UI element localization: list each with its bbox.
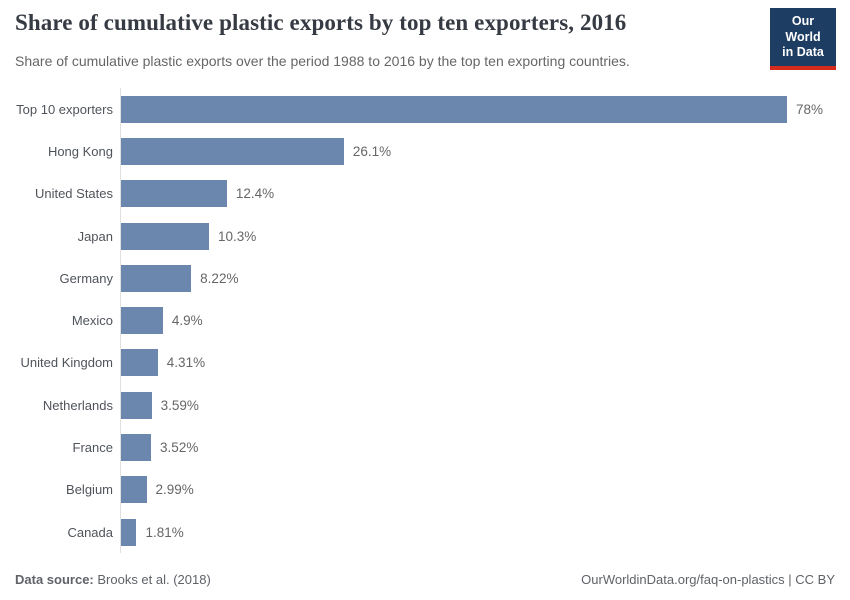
owid-logo-line1: Our World — [785, 14, 821, 44]
plot-area: 12.4% — [120, 172, 850, 215]
bar[interactable] — [121, 95, 787, 123]
value-label: 12.4% — [235, 186, 275, 202]
category-label: United Kingdom — [20, 355, 114, 371]
value-label: 8.22% — [200, 270, 239, 286]
value-label: 3.52% — [160, 440, 199, 456]
bar[interactable] — [121, 180, 227, 208]
plot-area: 2.99% — [120, 468, 850, 511]
bar-row: Canada 1.81% — [0, 510, 850, 554]
value-label: 78% — [796, 101, 824, 117]
value-label: 1.81% — [145, 524, 184, 540]
value-label: 10.3% — [217, 228, 257, 244]
plot-area: 1.81% — [120, 510, 850, 554]
data-source-note: Data source: Brooks et al. (2018) — [15, 572, 211, 587]
bar[interactable] — [121, 434, 152, 462]
bar-row: Japan 10.3% — [0, 214, 850, 258]
category-label: Hong Kong — [47, 143, 113, 159]
owid-logo[interactable]: Our World in Data — [770, 8, 836, 70]
data-source-label: Data source: — [15, 572, 94, 587]
value-label: 3.59% — [160, 397, 199, 413]
plot-area: 3.52% — [120, 426, 850, 469]
value-label: 4.31% — [166, 355, 206, 371]
bar-row: Netherlands 3.59% — [0, 384, 850, 427]
category-label: France — [72, 440, 113, 456]
bar-row: Top 10 exporters 78% — [0, 88, 850, 131]
owid-logo-line2: in Data — [782, 45, 824, 60]
chart-footer: Data source: Brooks et al. (2018) OurWor… — [15, 572, 835, 587]
bar[interactable] — [121, 391, 152, 419]
bar[interactable] — [121, 518, 137, 546]
category-label: Canada — [67, 524, 113, 540]
plot-area: 10.3% — [120, 214, 850, 258]
bar-row: Germany 8.22% — [0, 257, 850, 300]
data-source-value: Brooks et al. (2018) — [93, 572, 211, 587]
value-label: 2.99% — [155, 482, 194, 498]
bar-row: United States 12.4% — [0, 172, 850, 215]
plot-area: 78% — [120, 88, 850, 131]
value-label: 26.1% — [352, 143, 392, 159]
bar[interactable] — [121, 264, 192, 292]
chart-subtitle: Share of cumulative plastic exports over… — [15, 53, 630, 69]
bar-row: France 3.52% — [0, 426, 850, 469]
category-label: Mexico — [71, 313, 113, 329]
bar[interactable] — [121, 476, 147, 504]
category-label: United States — [34, 186, 113, 202]
bar-row: United Kingdom 4.31% — [0, 341, 850, 385]
license-note[interactable]: OurWorldinData.org/faq-on-plastics | CC … — [581, 572, 835, 587]
bar-row: Belgium 2.99% — [0, 468, 850, 511]
category-label: Netherlands — [42, 397, 113, 413]
bar[interactable] — [121, 307, 163, 335]
plot-area: 26.1% — [120, 130, 850, 173]
bar-row: Hong Kong 26.1% — [0, 130, 850, 173]
bar[interactable] — [121, 349, 158, 377]
plot-area: 4.31% — [120, 341, 850, 385]
category-label: Top 10 exporters — [16, 101, 113, 117]
bar[interactable] — [121, 222, 209, 250]
chart-title: Share of cumulative plastic exports by t… — [15, 10, 627, 35]
bar-row: Mexico 4.9% — [0, 299, 850, 342]
plot-area: 4.9% — [120, 299, 850, 342]
bar-chart: Top 10 exporters 78% Hong Kong 26.1% United … — [0, 88, 850, 554]
plot-area: 8.22% — [120, 257, 850, 300]
bar[interactable] — [121, 137, 344, 165]
plot-area: 3.59% — [120, 384, 850, 427]
category-label: Germany — [59, 270, 113, 286]
category-label: Japan — [77, 228, 113, 244]
category-label: Belgium — [66, 482, 113, 498]
value-label: 4.9% — [171, 313, 203, 329]
